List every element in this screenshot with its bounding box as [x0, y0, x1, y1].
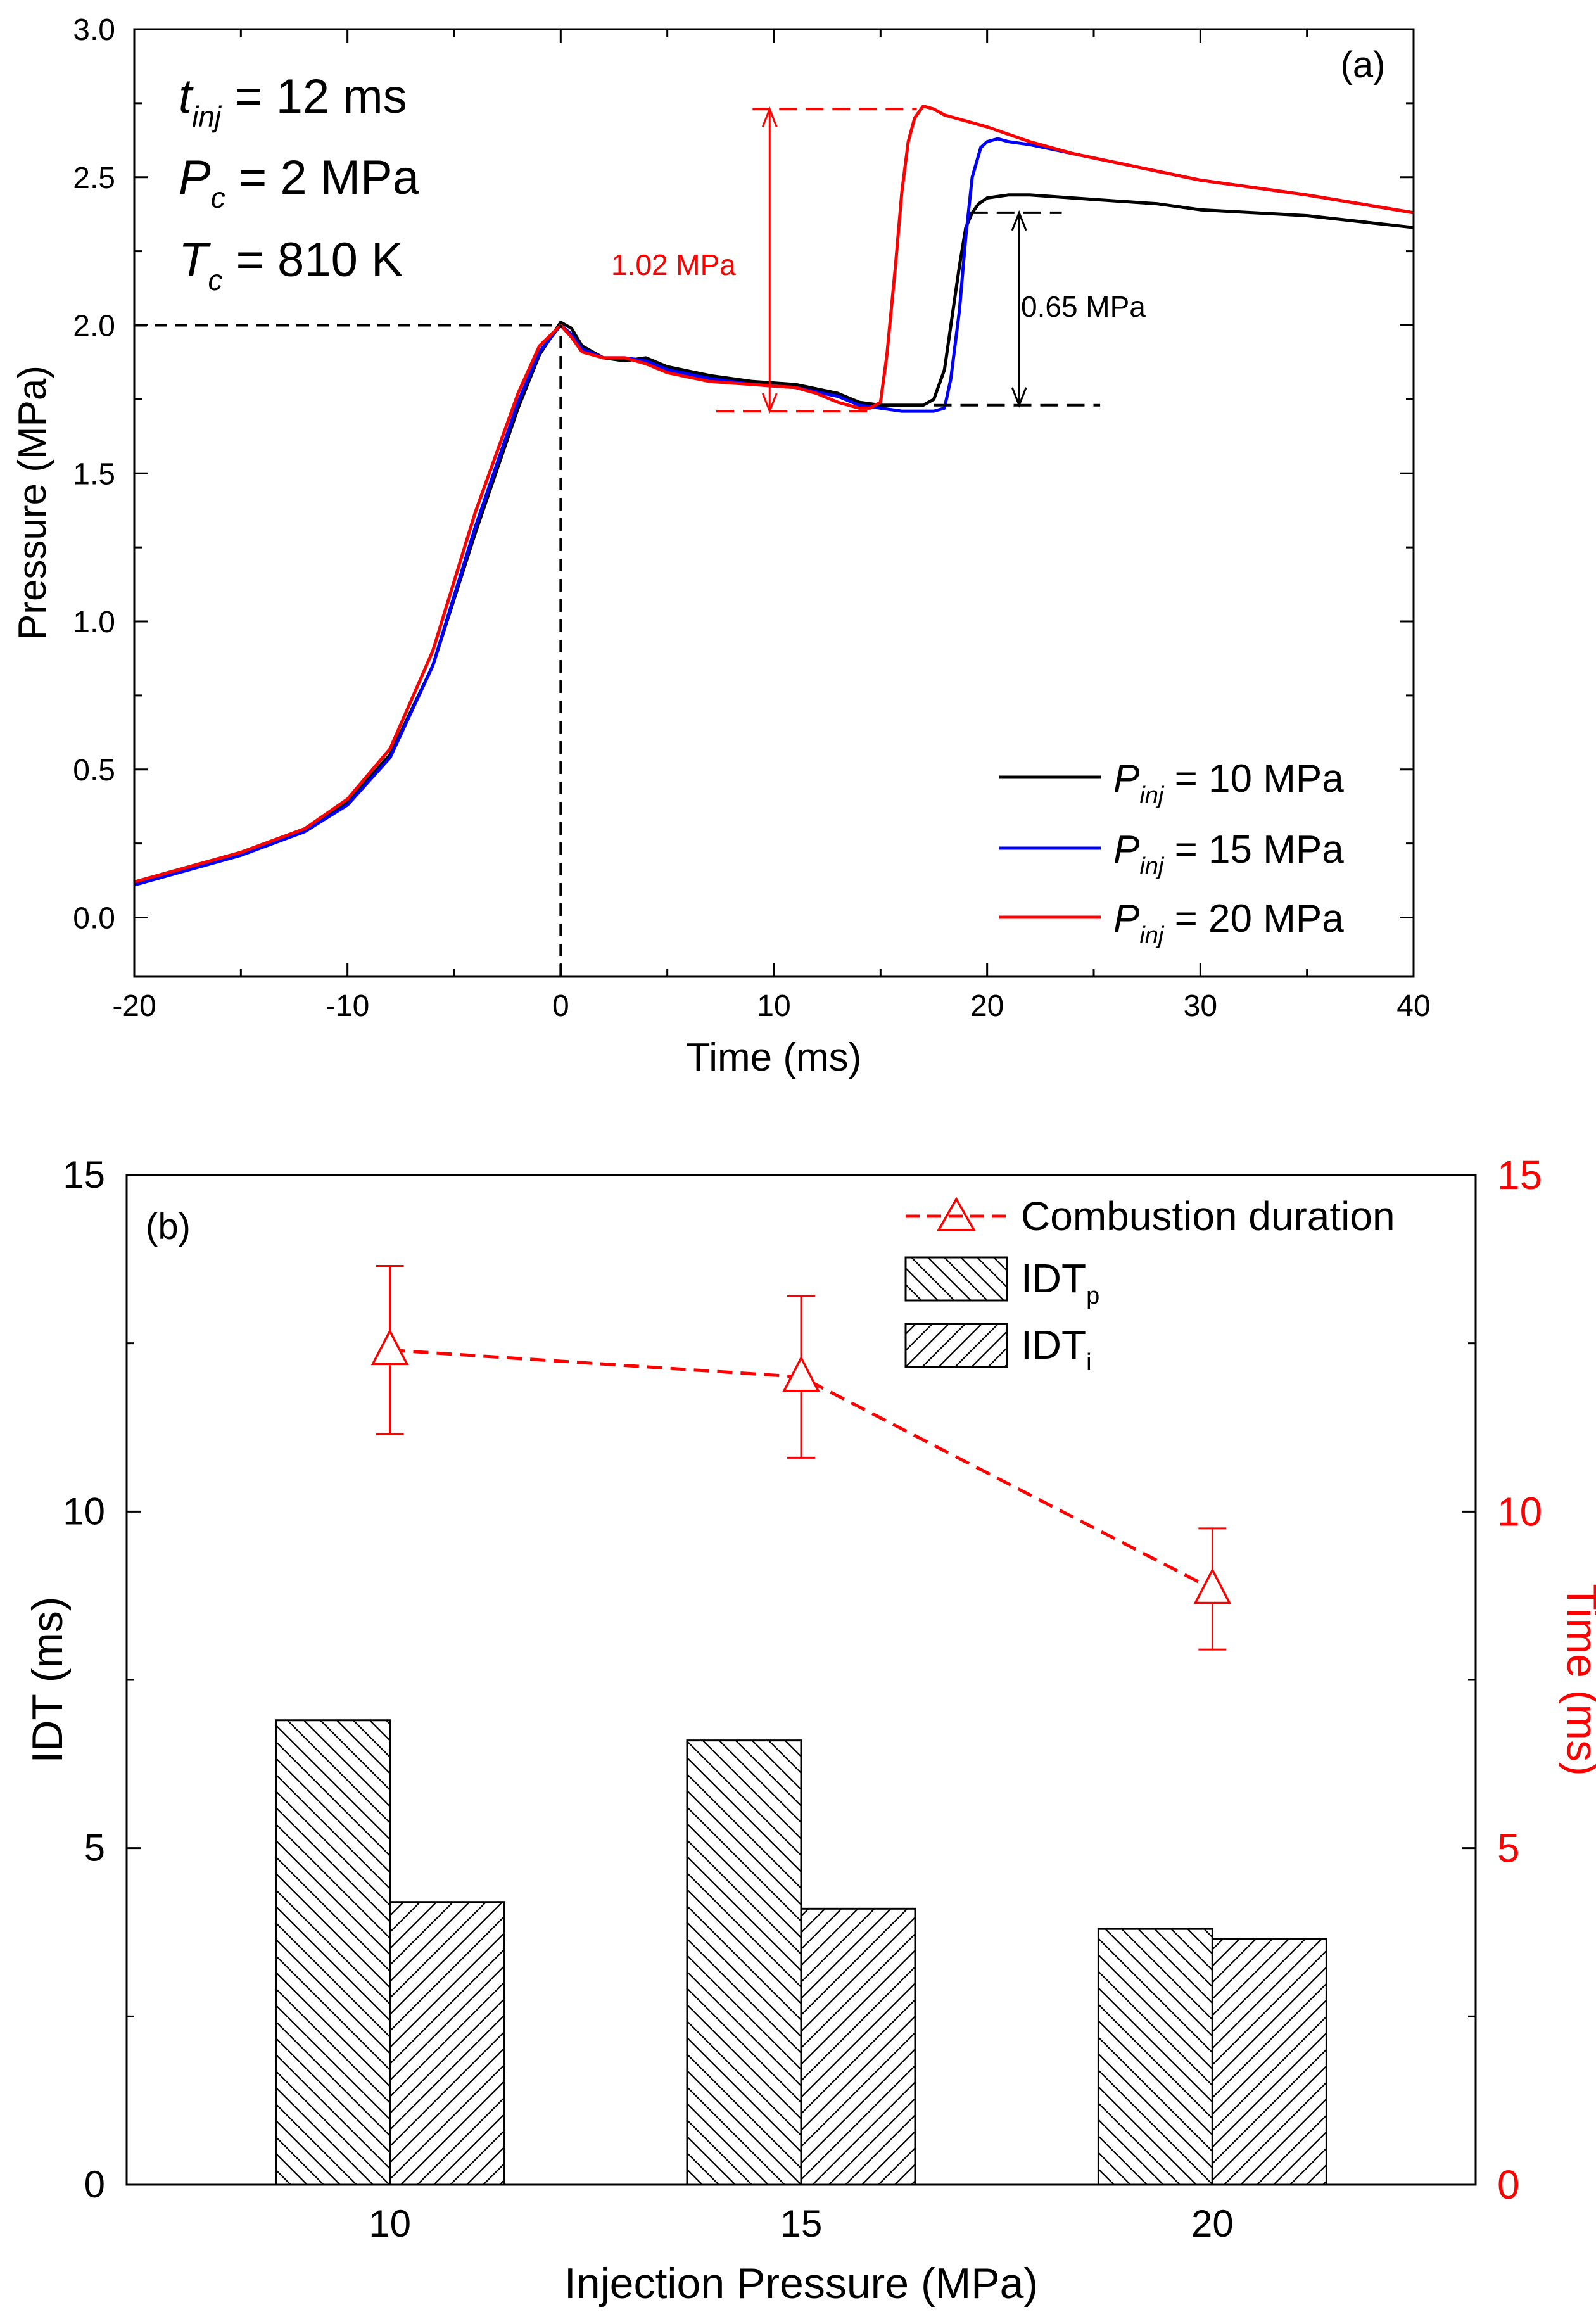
bar-idti-10 — [389, 1901, 505, 2186]
legend-entry-15mpa: Pinj = 15 MPa — [1113, 828, 1344, 880]
panel-b-y2label: Time (ms) — [1558, 1584, 1596, 1776]
panel-b: 10 15 20 0 5 10 15 0 5 10 15 (b) Combustion durati… — [23, 1152, 1596, 2308]
condition-pc-value: = 2 MPa — [225, 151, 420, 205]
combustion-duration-marker-10 — [370, 1328, 409, 1366]
y2-tick-label-b: 0 — [1497, 2162, 1520, 2208]
bar-idti-20 — [1211, 1938, 1327, 2186]
condition-tinj: tinj = 12 ms — [179, 70, 407, 133]
x-tick-label-b: 10 — [369, 2202, 411, 2245]
y2-tick-label-b: 5 — [1497, 1826, 1520, 1871]
legend-marker-combustion-duration — [936, 1197, 977, 1231]
x-tick-label-a: 40 — [1396, 989, 1430, 1023]
bar-idtp-20 — [1097, 1928, 1213, 2186]
legend-entry-10mpa: Pinj = 10 MPa — [1113, 757, 1344, 809]
panel-b-bars — [275, 1719, 1327, 2186]
x-tick-label-a: 30 — [1184, 989, 1217, 1023]
panel-a-xlabel: Time (ms) — [687, 1036, 862, 1079]
panel-a-annotations — [134, 106, 1101, 977]
y2-tick-label-b: 15 — [1497, 1152, 1542, 1198]
legend-label-idtp: IDTp — [1021, 1255, 1099, 1309]
condition-pc: Pc = 2 MPa — [179, 151, 420, 214]
y2-tick-label-b: 10 — [1497, 1489, 1542, 1534]
panel-a-label: (a) — [1341, 44, 1386, 86]
panel-a-ylabel: Pressure (MPa) — [11, 365, 54, 640]
series-line-10mpa — [134, 193, 1414, 884]
black-rise-arrow-head-bottom — [1011, 387, 1027, 408]
y-tick-label-b: 10 — [63, 1490, 105, 1532]
bar-idtp-15 — [686, 1739, 802, 2186]
condition-tinj-sub: inj — [192, 100, 222, 133]
x-tick-label-a: 0 — [552, 989, 569, 1023]
legend-label-idti: IDTi — [1021, 1322, 1092, 1376]
legend-label-combustion-duration: Combustion duration — [1021, 1193, 1395, 1239]
condition-tc-sub: c — [208, 264, 222, 296]
condition-tinj-symbol: t — [179, 70, 194, 124]
panel-b-line-series — [370, 1264, 1232, 1651]
series-line-20mpa — [134, 105, 1414, 884]
x-tick-label-a: 20 — [970, 989, 1004, 1023]
y-tick-label-b: 5 — [84, 1827, 105, 1869]
condition-pc-symbol: P — [179, 151, 211, 205]
y-tick-label-a: 3.0 — [73, 13, 115, 47]
panel-a: -20 -10 0 10 20 30 40 0.0 0.5 1.0 1.5 2.0 2.5 3.0 (a)… — [11, 13, 1431, 1079]
condition-tc-value: = 810 K — [222, 233, 403, 287]
bar-idti-15 — [800, 1907, 916, 2186]
series-line-15mpa — [134, 137, 1414, 887]
condition-tinj-value: = 12 ms — [221, 70, 407, 124]
y-tick-label-a: 2.5 — [73, 162, 115, 195]
svg-text:tinj = 12 ms: tinj = 12 ms — [179, 70, 407, 133]
y-tick-label-b: 15 — [63, 1153, 105, 1196]
black-rise-arrow-head-top — [1011, 210, 1027, 231]
panel-b-label: (b) — [146, 1206, 191, 1247]
panel-a-series-group — [134, 105, 1414, 887]
black-rise-label: 0.65 MPa — [1021, 290, 1146, 323]
panel-b-ticks: 10 15 20 0 5 10 15 0 5 10 15 — [63, 1152, 1542, 2245]
panel-b-xlabel: Injection Pressure (MPa) — [564, 2259, 1038, 2308]
y-tick-label-a: 2.0 — [73, 310, 115, 343]
x-tick-label-a: 10 — [757, 989, 790, 1023]
condition-tc: Tc = 810 K — [179, 233, 403, 296]
bar-idtp-10 — [275, 1719, 391, 2186]
red-rise-arrow-head-bottom — [761, 393, 778, 414]
condition-pc-sub: c — [211, 181, 225, 214]
panel-b-legend: Combustion duration IDTp IDTi — [904, 1193, 1395, 1376]
legend-swatch-idti — [904, 1323, 1008, 1368]
y-tick-label-a: 0.0 — [73, 902, 115, 936]
red-rise-arrow-head-top — [761, 106, 778, 127]
condition-tc-symbol: T — [179, 233, 211, 287]
x-tick-label-a: -10 — [326, 989, 369, 1023]
legend-entry-20mpa: Pinj = 20 MPa — [1113, 897, 1344, 949]
y-tick-label-b: 0 — [84, 2163, 105, 2206]
combustion-duration-marker-15 — [782, 1356, 820, 1392]
svg-text:Tc = 810 K: Tc = 810 K — [179, 233, 403, 296]
y-tick-label-a: 1.5 — [73, 457, 115, 491]
x-tick-label-b: 20 — [1191, 2202, 1234, 2245]
combustion-duration-marker-20 — [1193, 1567, 1232, 1604]
x-tick-label-a: -20 — [112, 989, 156, 1023]
panel-a-legend: Pinj = 10 MPa Pinj = 15 MPa Pinj = 20 MP… — [999, 757, 1344, 949]
y-tick-label-a: 1.0 — [73, 606, 115, 639]
panel-b-ylabel: IDT (ms) — [23, 1596, 72, 1763]
y-tick-label-a: 0.5 — [73, 754, 115, 787]
panel-a-ticks: -20 -10 0 10 20 30 40 0.0 0.5 1.0 1.5 2.0 2.5 3.0 — [73, 13, 1430, 1023]
legend-swatch-idtp — [904, 1256, 1008, 1302]
svg-text:Pc = 2 MPa: Pc = 2 MPa — [179, 151, 420, 214]
red-rise-label: 1.02 MPa — [611, 248, 736, 281]
x-tick-label-b: 15 — [780, 2202, 823, 2245]
